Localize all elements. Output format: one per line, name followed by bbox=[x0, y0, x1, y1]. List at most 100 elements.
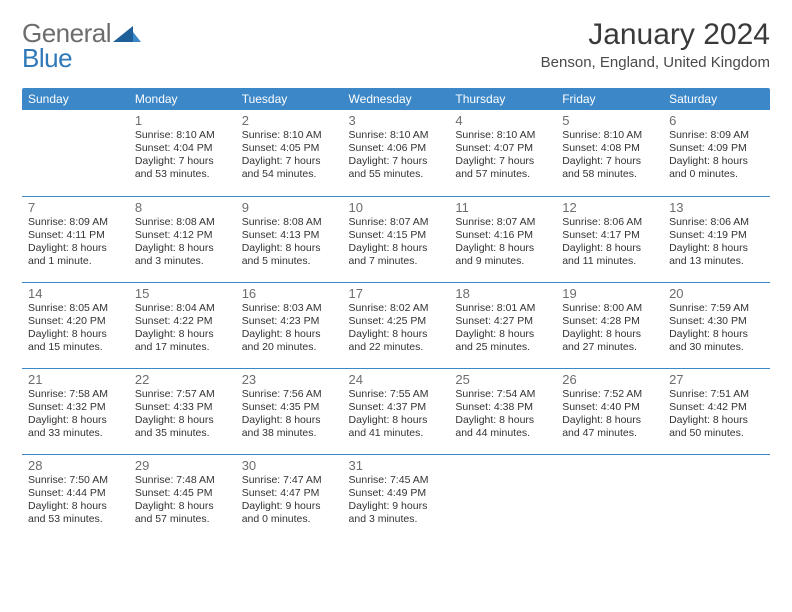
calendar-grid: Sunday Monday Tuesday Wednesday Thursday… bbox=[22, 88, 770, 540]
calendar-day-cell: 14Sunrise: 8:05 AMSunset: 4:20 PMDayligh… bbox=[22, 282, 129, 368]
day-info: Sunrise: 7:45 AMSunset: 4:49 PMDaylight:… bbox=[349, 474, 444, 527]
day-info: Sunrise: 7:54 AMSunset: 4:38 PMDaylight:… bbox=[455, 388, 550, 441]
day-info: Sunrise: 7:57 AMSunset: 4:33 PMDaylight:… bbox=[135, 388, 230, 441]
calendar-week-row: 14Sunrise: 8:05 AMSunset: 4:20 PMDayligh… bbox=[22, 282, 770, 368]
day-info: Sunrise: 8:03 AMSunset: 4:23 PMDaylight:… bbox=[242, 302, 337, 355]
calendar-day-cell: 6Sunrise: 8:09 AMSunset: 4:09 PMDaylight… bbox=[663, 110, 770, 196]
day-number: 13 bbox=[669, 200, 764, 215]
day-info: Sunrise: 8:06 AMSunset: 4:17 PMDaylight:… bbox=[562, 216, 657, 269]
weekday-heading: Monday bbox=[129, 88, 236, 110]
day-number: 21 bbox=[28, 372, 123, 387]
day-info: Sunrise: 7:59 AMSunset: 4:30 PMDaylight:… bbox=[669, 302, 764, 355]
day-info: Sunrise: 8:06 AMSunset: 4:19 PMDaylight:… bbox=[669, 216, 764, 269]
day-info: Sunrise: 7:47 AMSunset: 4:47 PMDaylight:… bbox=[242, 474, 337, 527]
calendar-day-cell: 27Sunrise: 7:51 AMSunset: 4:42 PMDayligh… bbox=[663, 368, 770, 454]
calendar-week-row: 28Sunrise: 7:50 AMSunset: 4:44 PMDayligh… bbox=[22, 454, 770, 540]
day-number: 2 bbox=[242, 113, 337, 128]
calendar-day-cell: 11Sunrise: 8:07 AMSunset: 4:16 PMDayligh… bbox=[449, 196, 556, 282]
day-number: 29 bbox=[135, 458, 230, 473]
day-info: Sunrise: 7:55 AMSunset: 4:37 PMDaylight:… bbox=[349, 388, 444, 441]
day-info: Sunrise: 7:50 AMSunset: 4:44 PMDaylight:… bbox=[28, 474, 123, 527]
calendar-day-cell: 26Sunrise: 7:52 AMSunset: 4:40 PMDayligh… bbox=[556, 368, 663, 454]
calendar-day-cell: 21Sunrise: 7:58 AMSunset: 4:32 PMDayligh… bbox=[22, 368, 129, 454]
day-number: 8 bbox=[135, 200, 230, 215]
day-number: 28 bbox=[28, 458, 123, 473]
weekday-heading: Tuesday bbox=[236, 88, 343, 110]
day-number: 20 bbox=[669, 286, 764, 301]
calendar-day-cell: 22Sunrise: 7:57 AMSunset: 4:33 PMDayligh… bbox=[129, 368, 236, 454]
calendar-week-row: 1Sunrise: 8:10 AMSunset: 4:04 PMDaylight… bbox=[22, 110, 770, 196]
weekday-heading: Thursday bbox=[449, 88, 556, 110]
calendar-day-cell: 10Sunrise: 8:07 AMSunset: 4:15 PMDayligh… bbox=[343, 196, 450, 282]
day-info: Sunrise: 8:10 AMSunset: 4:07 PMDaylight:… bbox=[455, 129, 550, 182]
weekday-heading: Wednesday bbox=[343, 88, 450, 110]
day-number: 30 bbox=[242, 458, 337, 473]
calendar-day-cell: 19Sunrise: 8:00 AMSunset: 4:28 PMDayligh… bbox=[556, 282, 663, 368]
day-number: 23 bbox=[242, 372, 337, 387]
day-info: Sunrise: 7:52 AMSunset: 4:40 PMDaylight:… bbox=[562, 388, 657, 441]
day-number: 18 bbox=[455, 286, 550, 301]
day-info: Sunrise: 8:08 AMSunset: 4:13 PMDaylight:… bbox=[242, 216, 337, 269]
calendar-day-cell: 4Sunrise: 8:10 AMSunset: 4:07 PMDaylight… bbox=[449, 110, 556, 196]
calendar-day-cell: 1Sunrise: 8:10 AMSunset: 4:04 PMDaylight… bbox=[129, 110, 236, 196]
day-number: 19 bbox=[562, 286, 657, 301]
brand-logo: General Blue bbox=[22, 18, 141, 74]
day-number: 5 bbox=[562, 113, 657, 128]
calendar-day-cell: 29Sunrise: 7:48 AMSunset: 4:45 PMDayligh… bbox=[129, 454, 236, 540]
day-info: Sunrise: 8:05 AMSunset: 4:20 PMDaylight:… bbox=[28, 302, 123, 355]
calendar-day-cell bbox=[449, 454, 556, 540]
day-number: 1 bbox=[135, 113, 230, 128]
calendar-day-cell: 13Sunrise: 8:06 AMSunset: 4:19 PMDayligh… bbox=[663, 196, 770, 282]
calendar-header-row: Sunday Monday Tuesday Wednesday Thursday… bbox=[22, 88, 770, 110]
day-info: Sunrise: 8:10 AMSunset: 4:05 PMDaylight:… bbox=[242, 129, 337, 182]
day-info: Sunrise: 8:07 AMSunset: 4:15 PMDaylight:… bbox=[349, 216, 444, 269]
day-number: 26 bbox=[562, 372, 657, 387]
day-number: 15 bbox=[135, 286, 230, 301]
day-number: 31 bbox=[349, 458, 444, 473]
calendar-day-cell: 25Sunrise: 7:54 AMSunset: 4:38 PMDayligh… bbox=[449, 368, 556, 454]
day-number: 11 bbox=[455, 200, 550, 215]
calendar-day-cell: 12Sunrise: 8:06 AMSunset: 4:17 PMDayligh… bbox=[556, 196, 663, 282]
calendar-day-cell: 28Sunrise: 7:50 AMSunset: 4:44 PMDayligh… bbox=[22, 454, 129, 540]
day-info: Sunrise: 8:02 AMSunset: 4:25 PMDaylight:… bbox=[349, 302, 444, 355]
calendar-day-cell: 8Sunrise: 8:08 AMSunset: 4:12 PMDaylight… bbox=[129, 196, 236, 282]
day-info: Sunrise: 8:01 AMSunset: 4:27 PMDaylight:… bbox=[455, 302, 550, 355]
day-number: 25 bbox=[455, 372, 550, 387]
calendar-day-cell: 9Sunrise: 8:08 AMSunset: 4:13 PMDaylight… bbox=[236, 196, 343, 282]
day-info: Sunrise: 7:48 AMSunset: 4:45 PMDaylight:… bbox=[135, 474, 230, 527]
page-header: General Blue January 2024 Benson, Englan… bbox=[22, 18, 770, 74]
weekday-heading: Friday bbox=[556, 88, 663, 110]
calendar-day-cell: 17Sunrise: 8:02 AMSunset: 4:25 PMDayligh… bbox=[343, 282, 450, 368]
day-info: Sunrise: 7:51 AMSunset: 4:42 PMDaylight:… bbox=[669, 388, 764, 441]
brand-triangle-icon bbox=[113, 24, 141, 45]
day-number: 9 bbox=[242, 200, 337, 215]
calendar-day-cell: 18Sunrise: 8:01 AMSunset: 4:27 PMDayligh… bbox=[449, 282, 556, 368]
calendar-body: 1Sunrise: 8:10 AMSunset: 4:04 PMDaylight… bbox=[22, 110, 770, 540]
day-info: Sunrise: 8:09 AMSunset: 4:09 PMDaylight:… bbox=[669, 129, 764, 182]
day-number: 4 bbox=[455, 113, 550, 128]
day-number: 14 bbox=[28, 286, 123, 301]
day-info: Sunrise: 8:04 AMSunset: 4:22 PMDaylight:… bbox=[135, 302, 230, 355]
day-number: 10 bbox=[349, 200, 444, 215]
day-number: 6 bbox=[669, 113, 764, 128]
day-info: Sunrise: 8:10 AMSunset: 4:06 PMDaylight:… bbox=[349, 129, 444, 182]
day-info: Sunrise: 7:56 AMSunset: 4:35 PMDaylight:… bbox=[242, 388, 337, 441]
day-info: Sunrise: 8:07 AMSunset: 4:16 PMDaylight:… bbox=[455, 216, 550, 269]
calendar-day-cell: 3Sunrise: 8:10 AMSunset: 4:06 PMDaylight… bbox=[343, 110, 450, 196]
day-info: Sunrise: 8:10 AMSunset: 4:08 PMDaylight:… bbox=[562, 129, 657, 182]
calendar-day-cell: 2Sunrise: 8:10 AMSunset: 4:05 PMDaylight… bbox=[236, 110, 343, 196]
day-number: 27 bbox=[669, 372, 764, 387]
day-number: 17 bbox=[349, 286, 444, 301]
calendar-day-cell: 24Sunrise: 7:55 AMSunset: 4:37 PMDayligh… bbox=[343, 368, 450, 454]
day-number: 7 bbox=[28, 200, 123, 215]
day-info: Sunrise: 8:00 AMSunset: 4:28 PMDaylight:… bbox=[562, 302, 657, 355]
title-block: January 2024 Benson, England, United Kin… bbox=[541, 18, 770, 71]
calendar-day-cell: 16Sunrise: 8:03 AMSunset: 4:23 PMDayligh… bbox=[236, 282, 343, 368]
day-number: 16 bbox=[242, 286, 337, 301]
day-number: 24 bbox=[349, 372, 444, 387]
location-line: Benson, England, United Kingdom bbox=[541, 54, 770, 71]
weekday-heading: Saturday bbox=[663, 88, 770, 110]
calendar-week-row: 7Sunrise: 8:09 AMSunset: 4:11 PMDaylight… bbox=[22, 196, 770, 282]
calendar-day-cell bbox=[663, 454, 770, 540]
day-info: Sunrise: 8:10 AMSunset: 4:04 PMDaylight:… bbox=[135, 129, 230, 182]
